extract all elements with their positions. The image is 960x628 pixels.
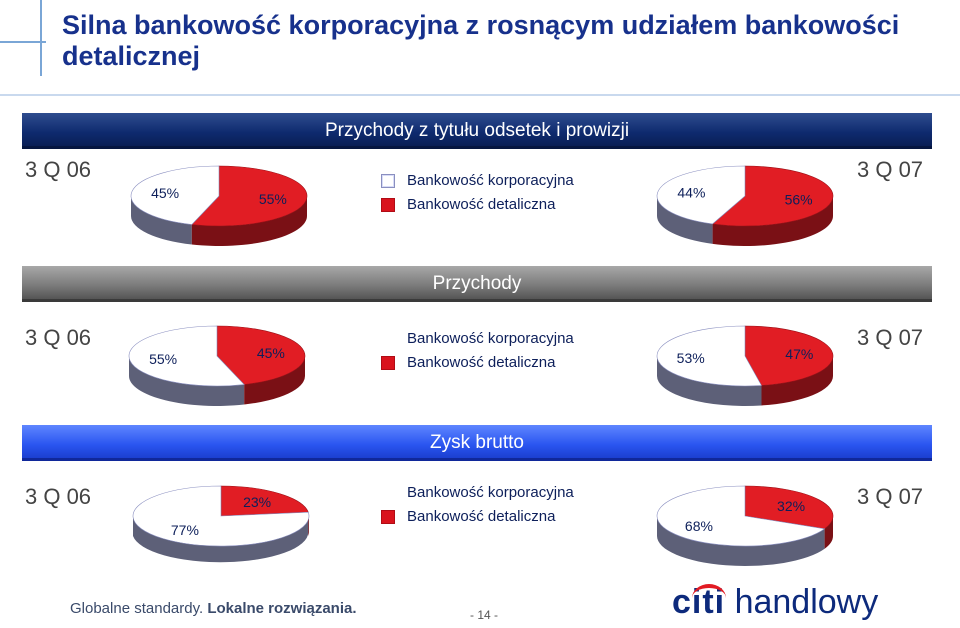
legend-item-retail: Bankowość detaliczna	[381, 354, 621, 378]
legend-swatch-retail	[381, 198, 395, 212]
pie-side-retail	[761, 356, 833, 406]
pie-side-corporate	[133, 512, 309, 563]
footer-slogan: Globalne standardy. Lokalne rozwiązania.	[70, 600, 357, 617]
period-label-left: 3 Q 06	[25, 484, 92, 509]
legend-item-corporate: Bankowość korporacyjna	[381, 484, 621, 508]
pie-slice-retail	[744, 325, 834, 386]
pie-chart-gross-profit-3q07: 68% 32%	[656, 485, 834, 566]
pie-slice-corporate	[128, 325, 245, 387]
data-label-corporate: 55%	[149, 351, 177, 367]
title-rule-horizontal	[0, 41, 46, 43]
pie-chart-interest-fees-3q07: 44% 56%	[656, 165, 834, 246]
logo-arc-icon	[692, 584, 726, 598]
legend-label-retail: Bankowość detaliczna	[407, 196, 556, 213]
data-label-retail: 56%	[785, 191, 813, 207]
data-label-corporate: 44%	[677, 185, 705, 201]
pie-side-corporate	[129, 356, 245, 406]
legend-interest-fees: Bankowość korporacyjna Bankowość detalic…	[381, 172, 621, 220]
legend-label-corporate: Bankowość korporacyjna	[407, 330, 574, 347]
legend-label-retail: Bankowość detaliczna	[407, 354, 556, 371]
data-label-retail: 55%	[259, 191, 287, 207]
legend-swatch-retail	[381, 356, 395, 370]
section-band-gross-profit: Zysk brutto	[22, 425, 932, 461]
section-band-revenue: Przychody	[22, 266, 932, 302]
pie-slice-retail	[216, 325, 306, 385]
logo-handlowy: handlowy	[734, 583, 879, 621]
pie-chart-gross-profit-3q06: 77% 23%	[132, 485, 310, 563]
citi-handlowy-logo: citi handlowy	[672, 582, 878, 622]
data-label-retail: 32%	[777, 498, 805, 514]
legend-gross-profit: Bankowość korporacyjna Bankowość detalic…	[381, 484, 621, 532]
pie-side-retail	[191, 196, 307, 246]
data-label-retail: 23%	[243, 494, 271, 510]
pie-side-corporate	[657, 516, 825, 566]
pie-slice-corporate	[130, 165, 220, 225]
data-label-corporate: 45%	[151, 185, 179, 201]
slogan-normal: Globalne standardy.	[70, 600, 204, 617]
slogan-bold: Lokalne rozwiązania.	[207, 600, 357, 617]
pie-chart-revenue-3q06: 55% 45%	[128, 325, 306, 406]
section-band-interest-fees: Przychody z tytułu odsetek i prowizji	[22, 113, 932, 149]
period-label-right: 3 Q 07	[857, 484, 924, 509]
pie-slice-corporate	[656, 485, 826, 547]
legend-swatch-retail	[381, 510, 395, 524]
data-label-corporate: 53%	[677, 350, 705, 366]
pie-slice-corporate	[656, 325, 762, 387]
data-label-retail: 47%	[785, 346, 813, 362]
page-number: - 14 -	[470, 608, 499, 622]
pie-slice-retail	[711, 165, 834, 227]
pie-slice-corporate	[656, 165, 746, 225]
pie-side-retail	[244, 356, 305, 405]
pie-side-retail	[712, 196, 833, 246]
legend-item-corporate: Bankowość korporacyjna	[381, 330, 621, 354]
pie-side-corporate	[657, 196, 713, 244]
pie-side-retail	[824, 516, 833, 549]
pie-side-corporate	[131, 196, 192, 245]
pie-side-corporate	[657, 356, 762, 406]
legend-label-retail: Bankowość detaliczna	[407, 508, 556, 525]
legend-item-corporate: Bankowość korporacyjna	[381, 172, 621, 196]
logo-citi: citi	[672, 583, 726, 621]
legend-revenue: Bankowość korporacyjna Bankowość detalic…	[381, 330, 621, 378]
legend-label-corporate: Bankowość korporacyjna	[407, 172, 574, 189]
legend-swatch-corporate	[381, 174, 395, 188]
data-label-retail: 45%	[257, 345, 285, 361]
pie-slice-corporate	[132, 485, 310, 547]
period-label-left: 3 Q 06	[25, 157, 92, 182]
pie-chart-interest-fees-3q06: 45% 55%	[130, 165, 308, 246]
title-rule-vertical	[40, 0, 42, 76]
title-underline	[0, 94, 960, 96]
legend-item-retail: Bankowość detaliczna	[381, 508, 621, 532]
pie-slice-retail	[744, 485, 834, 530]
slide-title: Silna bankowość korporacyjna z rosnącym …	[62, 10, 900, 71]
legend-item-retail: Bankowość detaliczna	[381, 196, 621, 220]
period-label-right: 3 Q 07	[857, 157, 924, 182]
data-label-corporate: 68%	[685, 518, 713, 534]
period-label-left: 3 Q 06	[25, 325, 92, 350]
pie-slice-retail	[191, 165, 308, 227]
pie-chart-revenue-3q07: 53% 47%	[656, 325, 834, 406]
data-label-corporate: 77%	[171, 522, 199, 538]
period-label-right: 3 Q 07	[857, 325, 924, 350]
legend-label-corporate: Bankowość korporacyjna	[407, 484, 574, 501]
pie-slice-retail	[220, 485, 309, 517]
